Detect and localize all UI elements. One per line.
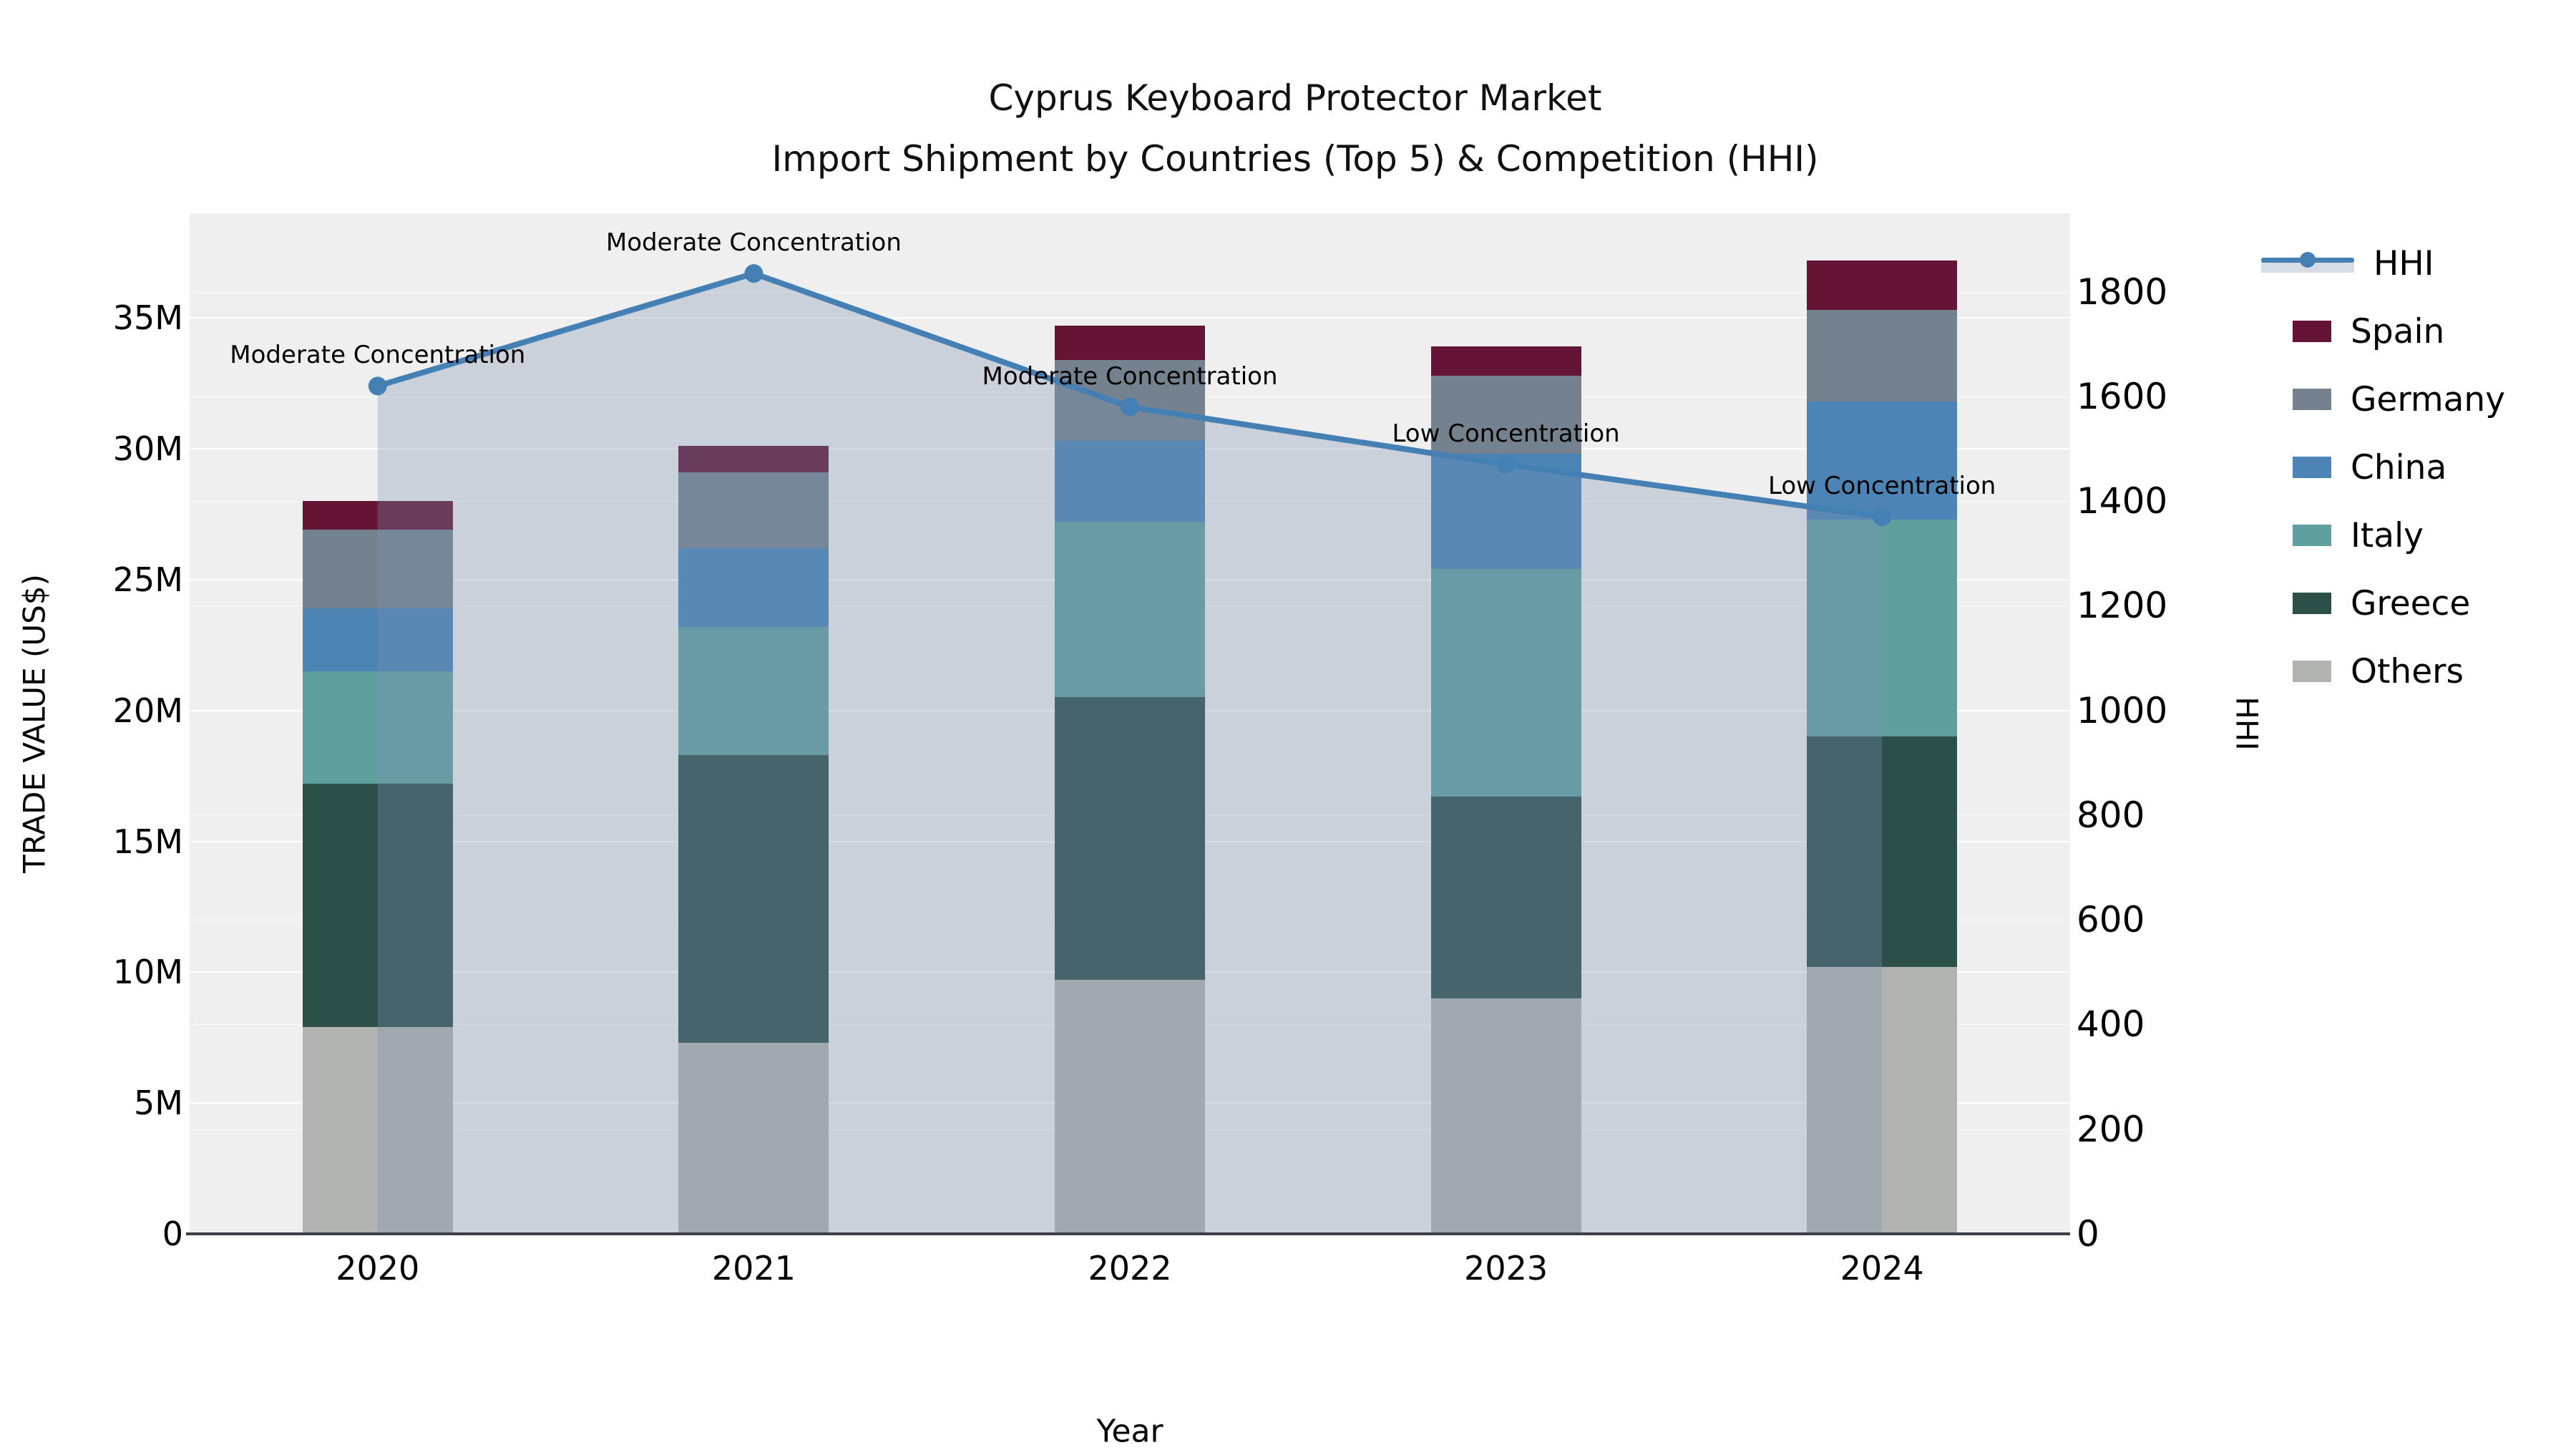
annotation-2024: Low Concentration — [1768, 472, 1996, 501]
bar-segment-germany-2021[interactable] — [678, 472, 829, 549]
bar-segment-italy-2020[interactable] — [302, 671, 453, 784]
y-right-tick-label: 1200 — [2077, 585, 2168, 627]
y-right-tick-label: 1800 — [2077, 271, 2168, 313]
gridline-trade-value — [190, 317, 2070, 319]
bar-segment-greece-2022[interactable] — [1055, 697, 1205, 981]
y-left-tick-label: 35M — [112, 298, 183, 338]
annotation-2020: Moderate Concentration — [230, 341, 526, 370]
x-tick-label-2023: 2023 — [1464, 1249, 1548, 1288]
bar-segment-china-2022[interactable] — [1055, 441, 1205, 522]
legend-swatch-germany — [2293, 389, 2331, 410]
y-right-axis-title: HHI — [2229, 696, 2265, 751]
legend-swatch-greece — [2293, 593, 2331, 614]
hhi-legend-glyph — [2261, 252, 2354, 273]
legend-label-hhi: HHI — [2373, 243, 2434, 283]
legend-item-hhi[interactable]: HHI — [2261, 242, 2434, 285]
bar-segment-italy-2024[interactable] — [1807, 519, 1958, 737]
hhi-marker-2024[interactable] — [1873, 507, 1892, 527]
legend-label-greece: Greece — [2351, 583, 2471, 623]
legend-item-spain[interactable]: Spain — [2261, 310, 2444, 353]
legend-item-germany[interactable]: Germany — [2261, 378, 2505, 421]
x-tick-label-2021: 2021 — [711, 1249, 796, 1288]
bar-segment-italy-2023[interactable] — [1430, 569, 1581, 797]
bar-segment-china-2020[interactable] — [302, 608, 453, 671]
hhi-marker-2023[interactable] — [1496, 455, 1516, 475]
x-axis-line — [186, 1232, 2070, 1235]
bar-segment-spain-2023[interactable] — [1430, 346, 1581, 376]
y-left-tick-label: 5M — [134, 1084, 183, 1123]
legend-label-italy: Italy — [2351, 515, 2424, 555]
legend-label-spain: Spain — [2351, 311, 2445, 351]
legend-swatch-china — [2293, 457, 2331, 478]
bar-segment-china-2024[interactable] — [1807, 402, 1958, 520]
bar-segment-spain-2022[interactable] — [1055, 326, 1205, 360]
y-left-tick-label: 15M — [112, 822, 183, 861]
x-tick-label-2020: 2020 — [336, 1249, 420, 1288]
y-right-tick-label: 200 — [2077, 1108, 2145, 1150]
bar-segment-greece-2020[interactable] — [302, 784, 453, 1028]
y-left-tick-label: 0 — [162, 1215, 183, 1253]
y-right-tick-label: 600 — [2077, 899, 2145, 941]
bar-segment-greece-2024[interactable] — [1807, 736, 1958, 968]
hhi-marker-2020[interactable] — [368, 376, 387, 396]
y-right-tick-label: 1600 — [2077, 375, 2168, 417]
hhi-legend-marker-icon — [2300, 252, 2316, 268]
bar-segment-others-2022[interactable] — [1055, 980, 1205, 1234]
y-left-tick-label: 30M — [112, 429, 183, 469]
hhi-marker-2021[interactable] — [744, 264, 763, 283]
bar-segment-spain-2024[interactable] — [1807, 260, 1958, 311]
legend-item-others[interactable]: Others — [2261, 650, 2464, 693]
bar-segment-spain-2021[interactable] — [678, 446, 829, 472]
bar-segment-germany-2023[interactable] — [1430, 375, 1581, 454]
legend-item-italy[interactable]: Italy — [2261, 514, 2424, 557]
legend-swatch-italy — [2293, 525, 2331, 546]
bar-segment-others-2020[interactable] — [302, 1027, 453, 1234]
chart-title: Cyprus Keyboard Protector Market — [988, 77, 1602, 119]
legend-label-germany: Germany — [2351, 379, 2506, 419]
y-right-tick-label: 1400 — [2077, 480, 2168, 522]
y-left-tick-label: 20M — [112, 691, 183, 730]
bar-segment-spain-2020[interactable] — [302, 501, 453, 530]
annotation-2023: Low Concentration — [1392, 419, 1620, 448]
bar-segment-germany-2024[interactable] — [1807, 310, 1958, 402]
x-axis-title: Year — [1096, 1413, 1163, 1450]
legend-swatch-spain — [2293, 321, 2331, 342]
legend-label-china: China — [2351, 447, 2447, 487]
bar-segment-others-2024[interactable] — [1807, 967, 1958, 1234]
legend-item-greece[interactable]: Greece — [2261, 582, 2470, 625]
hhi-area-fill — [377, 273, 1883, 1235]
y-right-tick-label: 0 — [2077, 1213, 2099, 1255]
bar-segment-greece-2023[interactable] — [1430, 797, 1581, 998]
legend-swatch-others — [2293, 661, 2331, 682]
chart-subtitle: Import Shipment by Countries (Top 5) & C… — [771, 138, 1819, 180]
x-tick-label-2022: 2022 — [1088, 1249, 1172, 1288]
bar-segment-others-2021[interactable] — [678, 1043, 829, 1234]
annotation-2021: Moderate Concentration — [605, 228, 902, 258]
x-tick-label-2024: 2024 — [1840, 1249, 1924, 1288]
bar-segment-germany-2020[interactable] — [302, 530, 453, 609]
bar-segment-china-2021[interactable] — [678, 548, 829, 627]
hhi-marker-2022[interactable] — [1121, 397, 1139, 417]
y-left-tick-label: 10M — [112, 953, 183, 992]
y-left-tick-label: 25M — [112, 560, 183, 599]
y-right-tick-label: 1000 — [2077, 689, 2168, 731]
y-right-tick-label: 800 — [2077, 794, 2145, 836]
bar-segment-italy-2021[interactable] — [678, 626, 829, 755]
bar-segment-others-2023[interactable] — [1430, 998, 1581, 1234]
gridline-hhi — [190, 291, 2070, 293]
legend-label-others: Others — [2351, 651, 2464, 691]
legend-item-china[interactable]: China — [2261, 446, 2446, 489]
bar-segment-greece-2021[interactable] — [678, 754, 829, 1043]
y-right-tick-label: 400 — [2077, 1003, 2145, 1046]
annotation-2022: Moderate Concentration — [982, 361, 1278, 391]
y-left-axis-title: TRADE VALUE (US$) — [16, 574, 52, 873]
bar-segment-italy-2022[interactable] — [1055, 522, 1205, 698]
